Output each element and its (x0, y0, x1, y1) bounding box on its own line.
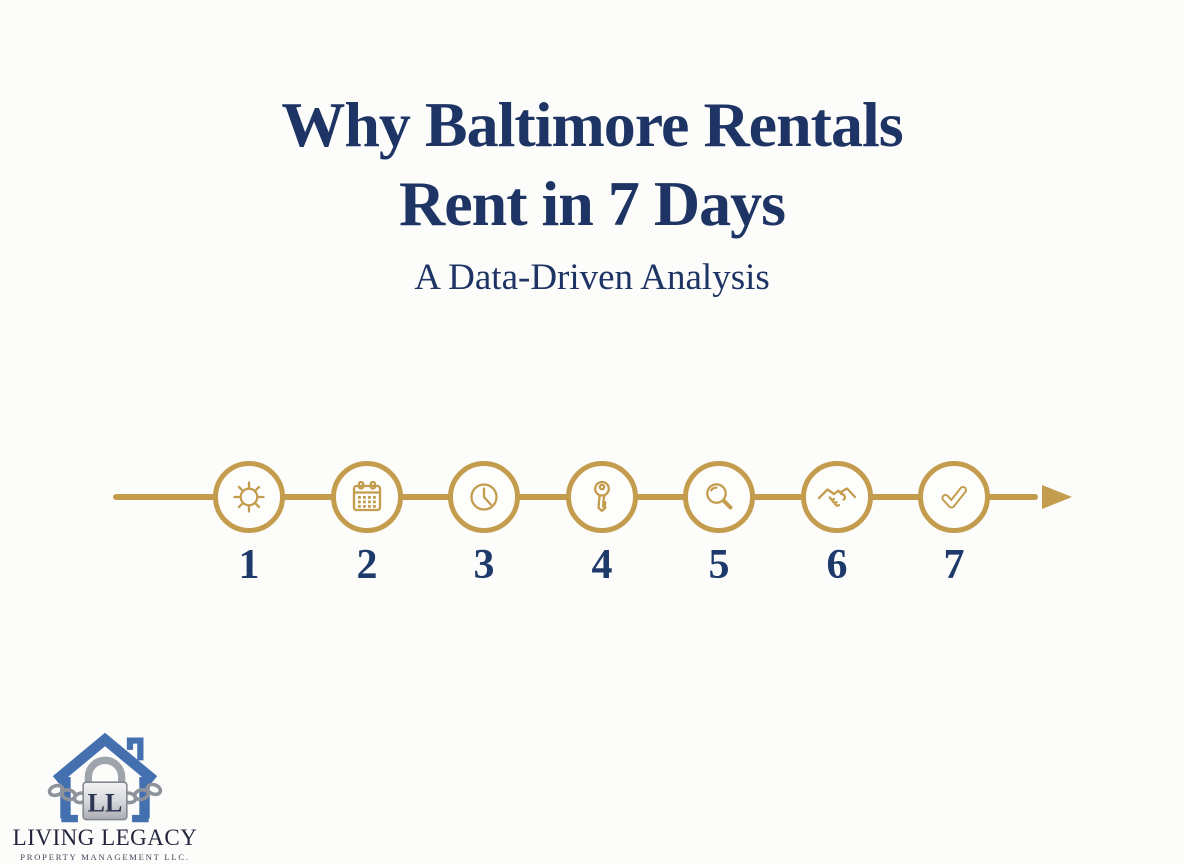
timeline-step-3: 3 (448, 461, 520, 586)
timeline-step-1: 1 (213, 461, 285, 586)
step-number: 4 (591, 542, 613, 588)
step-number: 1 (238, 542, 260, 588)
page-title: Why Baltimore Rentals Rent in 7 Days (0, 86, 1184, 243)
step-circle (213, 461, 285, 533)
handshake-icon (817, 487, 857, 507)
company-logo: LL LIVING LEGACY PROPERTY MANAGEMENT LLC… (2, 726, 208, 862)
step-circle (683, 461, 755, 533)
house-padlock-logo-icon: LL (47, 732, 163, 823)
arrow-right-icon (1042, 485, 1072, 509)
timeline-step-6: 6 (801, 461, 873, 586)
clock-icon (470, 483, 498, 511)
magnifier-icon (706, 483, 733, 510)
timeline-step-5: 5 (683, 461, 755, 586)
page-subtitle: A Data-Driven Analysis (414, 257, 770, 298)
step-number: 2 (356, 542, 378, 588)
logo-company-name: LIVING LEGACY (12, 824, 198, 850)
step-number: 6 (826, 542, 848, 588)
step-number: 3 (473, 542, 495, 588)
step-circle (448, 461, 520, 533)
logo-company-subtitle: PROPERTY MANAGEMENT LLC. (20, 852, 190, 862)
logo-monogram: LL (88, 788, 123, 817)
step-circle (918, 461, 990, 533)
timeline-step-2: 2 (331, 461, 403, 586)
timeline-step-4: 4 (566, 461, 638, 586)
step-circle (331, 461, 403, 533)
timeline-step-7: 7 (918, 461, 990, 586)
key-icon (594, 480, 610, 512)
step-number: 5 (708, 542, 730, 588)
step-number: 7 (943, 542, 965, 588)
calendar-icon (352, 480, 382, 512)
title-line-2: Rent in 7 Days (398, 167, 786, 239)
step-circle (566, 461, 638, 533)
step-circle (801, 461, 873, 533)
sun-icon (233, 481, 265, 513)
checkmark-icon (941, 486, 967, 509)
title-line-1: Why Baltimore Rentals (281, 89, 903, 160)
